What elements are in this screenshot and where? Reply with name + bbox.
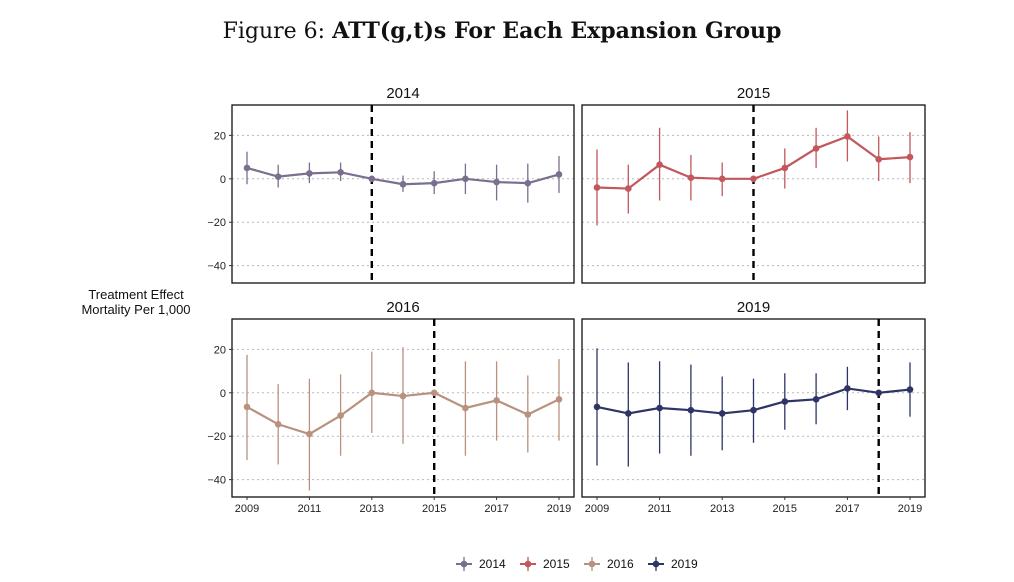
x-tick-label: 2015: [773, 503, 797, 515]
data-point: [306, 170, 313, 177]
data-point: [875, 155, 882, 163]
data-point: [593, 184, 601, 191]
legend-swatch-point: [524, 560, 532, 568]
data-point: [243, 403, 251, 411]
data-point: [718, 410, 726, 417]
data-point: [906, 386, 914, 393]
legend-label: 2016: [607, 557, 634, 571]
x-tick-label: 2017: [835, 503, 859, 515]
data-point: [555, 171, 563, 178]
y-tick-label: −20: [207, 431, 226, 443]
x-tick-label: 2011: [648, 503, 672, 515]
legend-label: 2014: [479, 557, 506, 571]
y-tick-label: 0: [220, 388, 226, 400]
data-point: [337, 412, 344, 419]
data-point: [524, 179, 532, 187]
data-point: [750, 406, 757, 414]
data-point: [687, 174, 695, 182]
data-point: [274, 173, 282, 180]
data-point: [555, 396, 563, 403]
legend-swatch-point: [588, 560, 596, 568]
legend-swatch-point: [652, 560, 660, 568]
panel-border: [231, 318, 575, 498]
data-point: [243, 164, 251, 172]
data-point: [750, 175, 757, 183]
data-point: [844, 385, 851, 392]
panel-title-2015: 2015: [737, 85, 770, 102]
legend-item-2016: 2016: [584, 557, 634, 571]
y-tick-label: 20: [214, 130, 226, 142]
data-point: [875, 389, 882, 397]
figure-title: Figure 6: ATT(g,t)s For Each Expansion G…: [0, 18, 1004, 44]
data-point: [337, 168, 344, 176]
data-point: [781, 164, 789, 172]
data-point: [625, 185, 632, 192]
data-point: [493, 178, 500, 186]
data-point: [399, 392, 407, 400]
figure-title-prefix: Figure 6:: [222, 19, 326, 44]
panel-title-2019: 2019: [737, 299, 770, 316]
y-tick-label: 20: [214, 344, 226, 356]
x-tick-label: 2011: [298, 503, 322, 515]
x-tick-label: 2009: [585, 503, 609, 515]
data-point: [430, 389, 438, 397]
data-point: [306, 430, 313, 438]
y-tick-label: −20: [207, 217, 226, 229]
y-axis-label: Treatment Effect Mortality Per 1,000: [66, 287, 206, 317]
panel-title-2016: 2016: [386, 299, 419, 316]
y-tick-label: −40: [207, 261, 226, 273]
data-point: [524, 411, 532, 418]
panel-2019: 2019 2009 2011 2013 2015 2017 2019: [581, 299, 926, 515]
figure-title-main: ATT(g,t)s For Each Expansion Group: [332, 18, 782, 44]
panel-2016: 2016 20 0 −20 −40 2009 2011 2013 2015 2017 2019: [207, 299, 575, 515]
x-tick-label: 2013: [360, 503, 384, 515]
x-tick-label: 2019: [898, 503, 922, 515]
data-point: [844, 133, 851, 140]
x-tick-label: 2015: [422, 503, 446, 515]
data-point: [493, 397, 500, 404]
data-point: [593, 403, 601, 411]
data-point: [812, 396, 820, 403]
legend-swatch-point: [460, 560, 468, 568]
data-point: [274, 420, 282, 428]
x-tick-label: 2019: [547, 503, 571, 515]
data-point: [718, 175, 726, 183]
y-tick-label: 0: [220, 174, 226, 186]
data-point: [781, 398, 789, 405]
legend: 2014 2015 2016 2019: [456, 557, 698, 571]
legend-item-2019: 2019: [648, 557, 698, 571]
data-point: [687, 406, 695, 414]
data-point: [430, 179, 438, 187]
data-point: [399, 180, 407, 188]
data-point: [656, 404, 663, 412]
data-point: [906, 153, 914, 161]
data-point: [812, 145, 820, 152]
y-tick-label: −40: [207, 475, 226, 487]
x-tick-label: 2017: [484, 503, 508, 515]
panel-title-2014: 2014: [386, 85, 419, 102]
legend-item-2014: 2014: [456, 557, 506, 571]
panel-2015: 2015: [581, 85, 926, 284]
legend-label: 2015: [543, 557, 570, 571]
data-point: [462, 175, 469, 183]
data-point: [368, 175, 376, 183]
panel-border: [581, 318, 926, 498]
panel-border: [231, 104, 575, 284]
x-tick-label: 2013: [710, 503, 734, 515]
legend-label: 2019: [671, 557, 698, 571]
y-axis-label-line2: Mortality Per 1,000: [81, 302, 191, 317]
data-point: [656, 161, 663, 168]
data-point: [462, 404, 469, 412]
data-point: [625, 410, 632, 417]
panel-2014: 2014 20 0 −20 −40: [207, 85, 575, 284]
x-tick-label: 2009: [235, 503, 259, 515]
data-point: [368, 389, 376, 397]
y-axis-label-line1: Treatment Effect: [88, 287, 184, 302]
legend-item-2015: 2015: [520, 557, 570, 571]
